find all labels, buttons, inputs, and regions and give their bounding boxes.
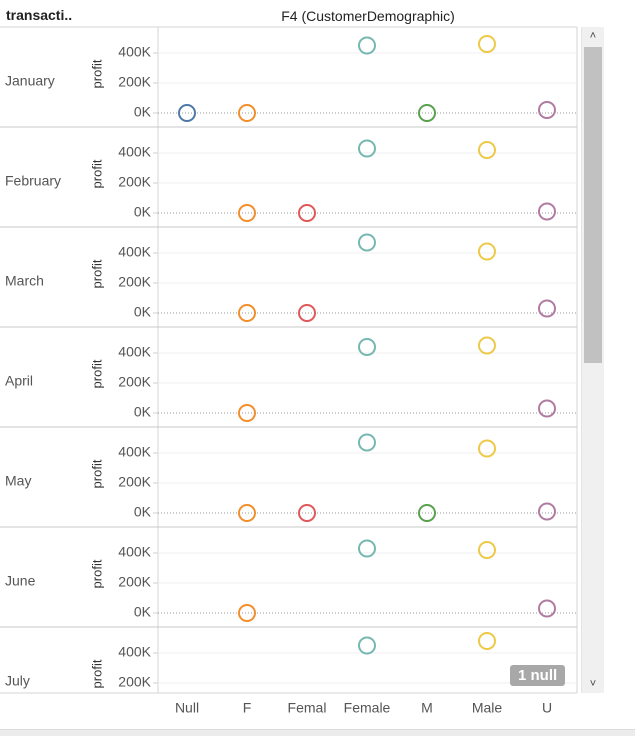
x-tick-label-femal: Femal <box>288 700 327 716</box>
y-tick-label: 200K <box>118 574 151 590</box>
row-label-march: March <box>5 273 44 289</box>
y-tick-label: 400K <box>118 444 151 460</box>
chevron-down-icon[interactable]: ˅ <box>589 678 597 690</box>
y-tick-label: 400K <box>118 644 151 660</box>
x-tick-label-m: M <box>421 700 433 716</box>
data-point-may-femal[interactable] <box>298 504 316 522</box>
horizontal-scrollbar[interactable] <box>0 729 635 736</box>
row-label-june: June <box>5 573 36 589</box>
data-point-may-male[interactable] <box>478 439 496 458</box>
data-point-july-male[interactable] <box>478 632 496 650</box>
y-tick-label: 200K <box>118 374 151 390</box>
data-point-january-u[interactable] <box>538 101 556 119</box>
y-tick-label: 0K <box>134 604 152 620</box>
x-tick-label-null: Null <box>175 700 199 716</box>
y-tick-label: 200K <box>118 74 151 90</box>
data-point-april-female[interactable] <box>358 338 376 356</box>
y-axis-label: profit <box>89 459 104 488</box>
y-tick-label: 400K <box>118 144 151 160</box>
data-point-april-male[interactable] <box>478 336 496 355</box>
y-tick-label: 0K <box>134 404 152 420</box>
row-label-april: April <box>5 373 33 389</box>
data-point-january-male[interactable] <box>478 35 496 53</box>
y-tick-label: 400K <box>118 244 151 260</box>
row-label-january: January <box>5 73 55 89</box>
y-tick-label: 400K <box>118 544 151 560</box>
y-tick-label: 200K <box>118 274 151 290</box>
data-point-march-u[interactable] <box>538 299 556 318</box>
y-axis-label: profit <box>89 359 104 388</box>
y-tick-label: 0K <box>134 504 152 520</box>
data-point-february-femal[interactable] <box>298 204 316 222</box>
data-point-march-f[interactable] <box>238 304 256 322</box>
y-tick-label: 200K <box>118 674 151 690</box>
x-tick-label-female: Female <box>344 700 391 716</box>
x-tick-label-u: U <box>542 700 552 716</box>
data-point-march-female[interactable] <box>358 233 376 252</box>
y-tick-label: 0K <box>134 204 152 220</box>
row-label-july: July <box>5 673 30 689</box>
y-axis-label: profit <box>89 559 104 588</box>
vertical-scrollbar[interactable]: ˄ ˅ <box>581 27 604 693</box>
data-point-june-f[interactable] <box>238 604 256 622</box>
y-axis-label: profit <box>89 659 104 688</box>
data-point-july-female[interactable] <box>358 636 376 655</box>
y-axis-label: profit <box>89 159 104 188</box>
y-axis-label: profit <box>89 259 104 288</box>
data-point-january-m[interactable] <box>418 104 436 122</box>
y-tick-label: 200K <box>118 174 151 190</box>
y-tick-label: 0K <box>134 104 152 120</box>
data-point-february-f[interactable] <box>238 204 256 222</box>
data-point-february-u[interactable] <box>538 202 556 221</box>
data-point-may-m[interactable] <box>418 504 436 522</box>
data-point-march-male[interactable] <box>478 242 496 261</box>
row-label-february: February <box>5 173 61 189</box>
data-point-may-female[interactable] <box>358 433 376 452</box>
y-tick-label: 400K <box>118 44 151 60</box>
data-point-april-f[interactable] <box>238 404 256 422</box>
data-point-june-female[interactable] <box>358 539 376 558</box>
data-point-february-male[interactable] <box>478 141 496 159</box>
x-tick-label-f: F <box>243 700 252 716</box>
chevron-up-icon[interactable]: ˄ <box>589 30 597 42</box>
data-point-may-u[interactable] <box>538 502 556 521</box>
row-field-header[interactable]: transacti.. <box>6 7 73 23</box>
data-point-march-femal[interactable] <box>298 304 316 322</box>
data-point-february-female[interactable] <box>358 139 376 158</box>
data-point-june-u[interactable] <box>538 599 556 618</box>
data-point-january-f[interactable] <box>238 104 256 122</box>
data-point-january-null[interactable] <box>178 104 196 122</box>
data-point-january-female[interactable] <box>358 36 376 55</box>
row-label-may: May <box>5 473 31 489</box>
y-tick-label: 400K <box>118 344 151 360</box>
y-tick-label: 200K <box>118 474 151 490</box>
x-tick-label-male: Male <box>472 700 503 716</box>
data-point-april-u[interactable] <box>538 399 556 418</box>
y-tick-label: 0K <box>134 304 152 320</box>
scrollbar-thumb[interactable] <box>584 47 602 363</box>
y-axis-label: profit <box>89 59 104 88</box>
data-point-may-f[interactable] <box>238 504 256 522</box>
column-field-header[interactable]: F4 (CustomerDemographic) <box>281 8 455 24</box>
null-indicator-badge[interactable]: 1 null <box>510 665 566 686</box>
data-point-june-male[interactable] <box>478 541 496 559</box>
